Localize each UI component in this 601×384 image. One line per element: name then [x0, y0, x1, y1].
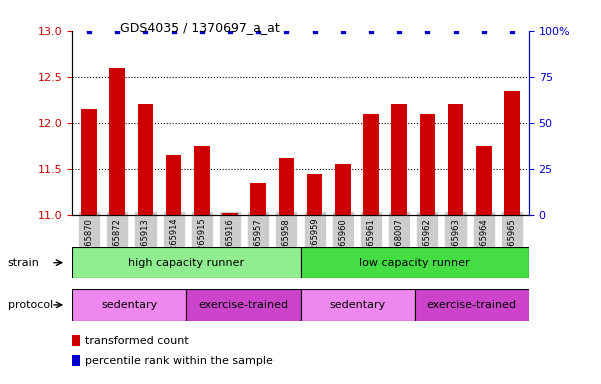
Text: transformed count: transformed count: [85, 336, 189, 346]
Point: [169, 28, 178, 34]
Bar: [391, 104, 407, 215]
Text: low capacity runner: low capacity runner: [359, 258, 470, 268]
Bar: [279, 158, 294, 215]
Bar: [194, 146, 210, 215]
Bar: [504, 91, 520, 215]
Bar: [222, 213, 238, 215]
Text: sedentary: sedentary: [329, 300, 386, 310]
Text: GDS4035 / 1370697_a_at: GDS4035 / 1370697_a_at: [120, 21, 280, 34]
Bar: [72, 247, 300, 278]
Bar: [138, 104, 153, 215]
Bar: [300, 247, 529, 278]
Point: [338, 28, 347, 34]
Point: [451, 28, 460, 34]
Bar: [307, 174, 322, 215]
Point: [282, 28, 291, 34]
Text: strain: strain: [8, 258, 40, 268]
Point: [366, 28, 376, 34]
Point: [141, 28, 150, 34]
Bar: [251, 183, 266, 215]
Point: [310, 28, 319, 34]
Bar: [419, 114, 435, 215]
Point: [479, 28, 489, 34]
Text: protocol: protocol: [8, 300, 53, 310]
Text: sedentary: sedentary: [101, 300, 157, 310]
Text: high capacity runner: high capacity runner: [128, 258, 245, 268]
Bar: [109, 68, 125, 215]
Bar: [186, 289, 300, 321]
Bar: [448, 104, 463, 215]
Bar: [72, 289, 186, 321]
Bar: [166, 155, 182, 215]
Point: [507, 28, 517, 34]
Bar: [415, 289, 529, 321]
Bar: [72, 335, 81, 346]
Bar: [81, 109, 97, 215]
Point: [112, 28, 122, 34]
Text: percentile rank within the sample: percentile rank within the sample: [85, 356, 273, 366]
Point: [394, 28, 404, 34]
Point: [197, 28, 207, 34]
Bar: [476, 146, 492, 215]
Bar: [72, 355, 81, 366]
Bar: [363, 114, 379, 215]
Bar: [300, 289, 415, 321]
Text: exercise-trained: exercise-trained: [427, 300, 517, 310]
Bar: [335, 164, 350, 215]
Point: [225, 28, 235, 34]
Point: [423, 28, 432, 34]
Point: [84, 28, 94, 34]
Text: exercise-trained: exercise-trained: [198, 300, 288, 310]
Point: [254, 28, 263, 34]
